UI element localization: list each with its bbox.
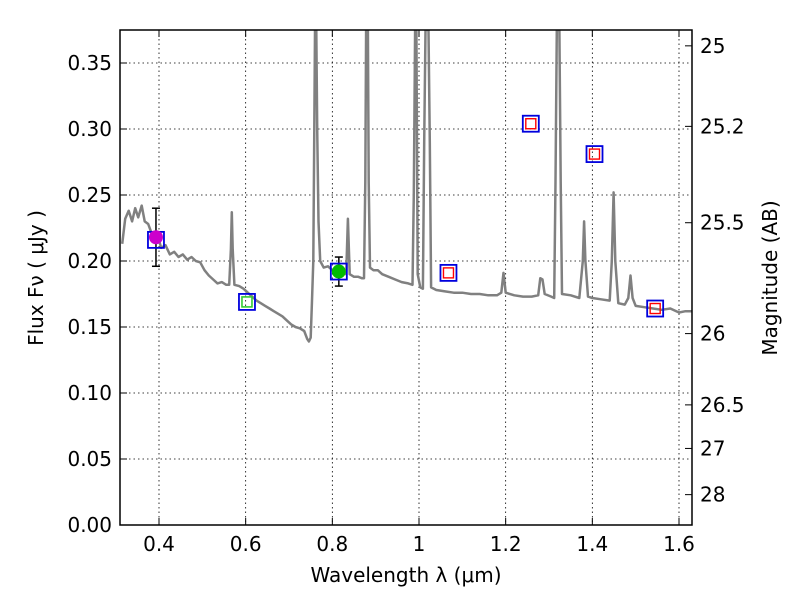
right-axis-label: Magnitude (AB) xyxy=(758,200,782,355)
x-axis-label: Wavelength λ (μm) xyxy=(310,563,501,587)
x-tick-label-5: 1.4 xyxy=(576,532,608,556)
series-line-0 xyxy=(120,30,692,343)
x-tick-label-0: 0.4 xyxy=(143,532,175,556)
y-tick-label-3: 0.15 xyxy=(67,315,112,339)
photometry-points xyxy=(147,114,665,318)
y-tick-label-1: 0.05 xyxy=(67,447,112,471)
y-tick-label-2: 0.10 xyxy=(67,381,112,405)
grid xyxy=(120,30,692,526)
model-box-1 xyxy=(238,293,256,311)
observed-marker-2 xyxy=(331,264,346,279)
photometry-point-0 xyxy=(147,207,165,268)
y-axis-ticks: 0.00 0.05 0.10 0.15 0.20 0.25 0.30 0.35 xyxy=(67,51,127,537)
photometry-point-5 xyxy=(585,145,604,163)
y-tick-label-4: 0.20 xyxy=(67,249,112,273)
series-layer xyxy=(120,30,692,343)
model-box-6 xyxy=(646,299,665,318)
y-tick-label-5: 0.25 xyxy=(67,183,112,207)
photometry-point-3 xyxy=(439,263,458,282)
right-tick-label-3: 26 xyxy=(700,322,725,346)
plot-frame xyxy=(119,29,693,526)
right-tick-label-0: 25 xyxy=(700,34,725,58)
photometry-point-1 xyxy=(238,293,256,311)
photometry-point-4 xyxy=(521,114,540,133)
y-tick-label-7: 0.35 xyxy=(67,51,112,75)
x-tick-label-4: 1.2 xyxy=(490,532,522,556)
limit-marker-3 xyxy=(442,267,455,279)
photometry-point-6 xyxy=(646,299,665,318)
observed-marker-0 xyxy=(148,230,163,245)
x-tick-label-2: 0.8 xyxy=(316,532,348,556)
right-tick-label-1: 25.2 xyxy=(700,114,745,138)
y-tick-label-6: 0.30 xyxy=(67,117,112,141)
x-tick-label-6: 1.6 xyxy=(663,532,695,556)
x-tick-label-3: 1 xyxy=(413,532,426,556)
model-box-2 xyxy=(329,262,348,281)
photometry-point-2 xyxy=(329,256,348,287)
y-tick-label-0: 0.00 xyxy=(67,513,112,537)
right-axis-ticks: 25 25.2 25.5 26 26.5 27 28 xyxy=(685,34,745,507)
model-box-5 xyxy=(585,145,604,163)
right-tick-label-5: 27 xyxy=(700,436,725,460)
x-axis-ticks: 0.4 0.6 0.8 1 1.2 1.4 1.6 xyxy=(143,30,695,556)
model-box-3 xyxy=(439,263,458,282)
x-tick-label-1: 0.6 xyxy=(230,532,262,556)
limit-marker-4 xyxy=(525,118,537,130)
right-tick-label-6: 28 xyxy=(700,483,725,507)
limit-marker-6 xyxy=(649,302,661,315)
observed-marker-1 xyxy=(241,296,253,308)
right-tick-label-4: 26.5 xyxy=(700,393,745,417)
right-tick-label-2: 25.5 xyxy=(700,211,745,235)
limit-marker-5 xyxy=(588,148,601,160)
model-box-4 xyxy=(521,114,540,133)
y-axis-label: Flux Fν ( μJy ) xyxy=(24,210,48,346)
